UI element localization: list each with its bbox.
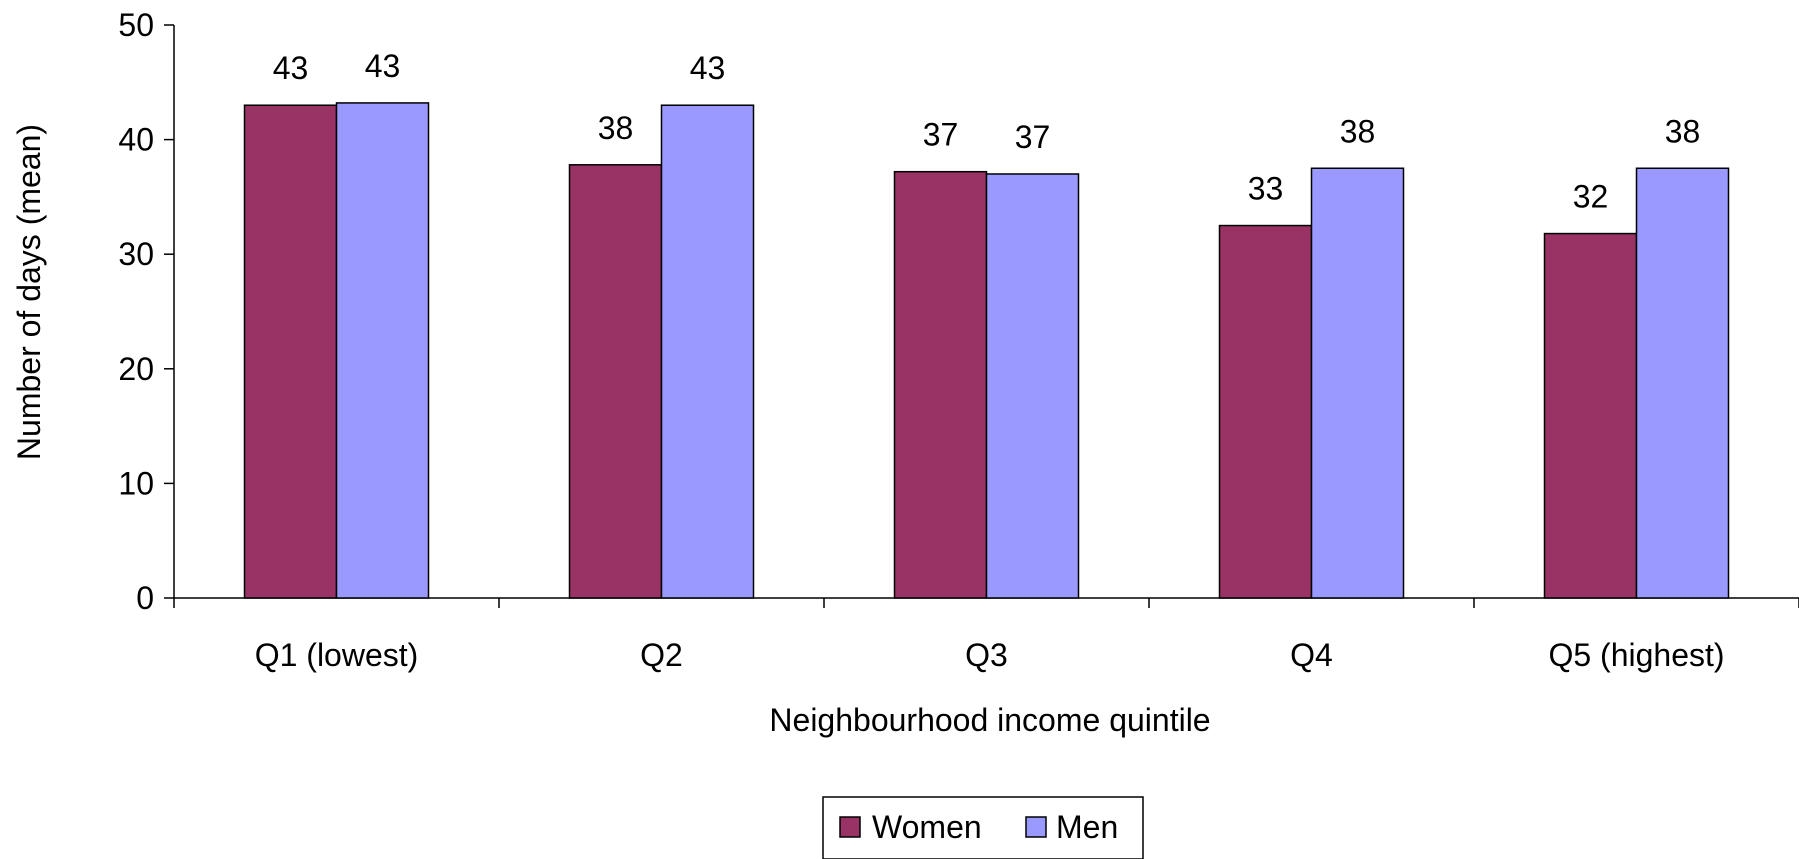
x-tick-label: Q5 (highest): [1548, 637, 1724, 673]
y-axis: 0 10 20 30 40 50: [118, 7, 175, 616]
data-label-men-3: 37: [1015, 119, 1051, 155]
x-tick-label: Q2: [640, 637, 683, 673]
bars: [243, 102, 1730, 599]
data-label-women-1: 43: [273, 50, 309, 86]
bar-men-4: [1310, 167, 1405, 599]
data-label-women-2: 38: [598, 110, 634, 146]
bar-women-4: [1218, 224, 1313, 599]
x-tick-label: Q3: [965, 637, 1008, 673]
data-label-women-3: 37: [923, 117, 959, 153]
y-tick-label: 10: [118, 465, 154, 501]
bar-men-2: [660, 104, 755, 599]
bar-men-1: [335, 102, 430, 599]
bar-women-1: [243, 104, 338, 599]
legend-swatch-men: [1025, 816, 1047, 838]
data-label-men-1: 43: [365, 48, 401, 84]
legend-label-women: Women: [872, 809, 982, 845]
data-label-men-4: 38: [1340, 113, 1376, 149]
legend-swatch-women: [839, 816, 861, 838]
x-tick-label: Q4: [1290, 637, 1333, 673]
legend-box: [822, 796, 1144, 859]
y-tick-label: 30: [118, 236, 154, 272]
data-labels: 43 43 38 43 37 37 33 38 32 38: [273, 48, 1701, 215]
y-axis-title: Number of days (mean): [11, 124, 47, 460]
legend-label-men: Men: [1056, 809, 1118, 845]
bar-women-5: [1543, 232, 1638, 599]
y-tick-label: 0: [136, 580, 154, 616]
y-tick-label: 20: [118, 351, 154, 387]
data-label-men-5: 38: [1665, 113, 1701, 149]
bar-men-5: [1635, 167, 1730, 599]
bar-men-3: [985, 173, 1080, 599]
x-tick-label: Q1 (lowest): [255, 637, 419, 673]
legend: Women Men: [822, 796, 1144, 859]
bar-women-2: [568, 164, 663, 599]
data-label-men-2: 43: [690, 50, 726, 86]
y-tick-label: 50: [118, 7, 154, 43]
data-label-women-4: 33: [1248, 171, 1284, 207]
x-axis: Q1 (lowest) Q2 Q3 Q4 Q5 (highest): [173, 597, 1799, 673]
x-axis-title: Neighbourhood income quintile: [769, 702, 1210, 738]
data-label-women-5: 32: [1573, 179, 1609, 215]
bar-women-3: [893, 170, 988, 599]
y-tick-label: 40: [118, 122, 154, 158]
